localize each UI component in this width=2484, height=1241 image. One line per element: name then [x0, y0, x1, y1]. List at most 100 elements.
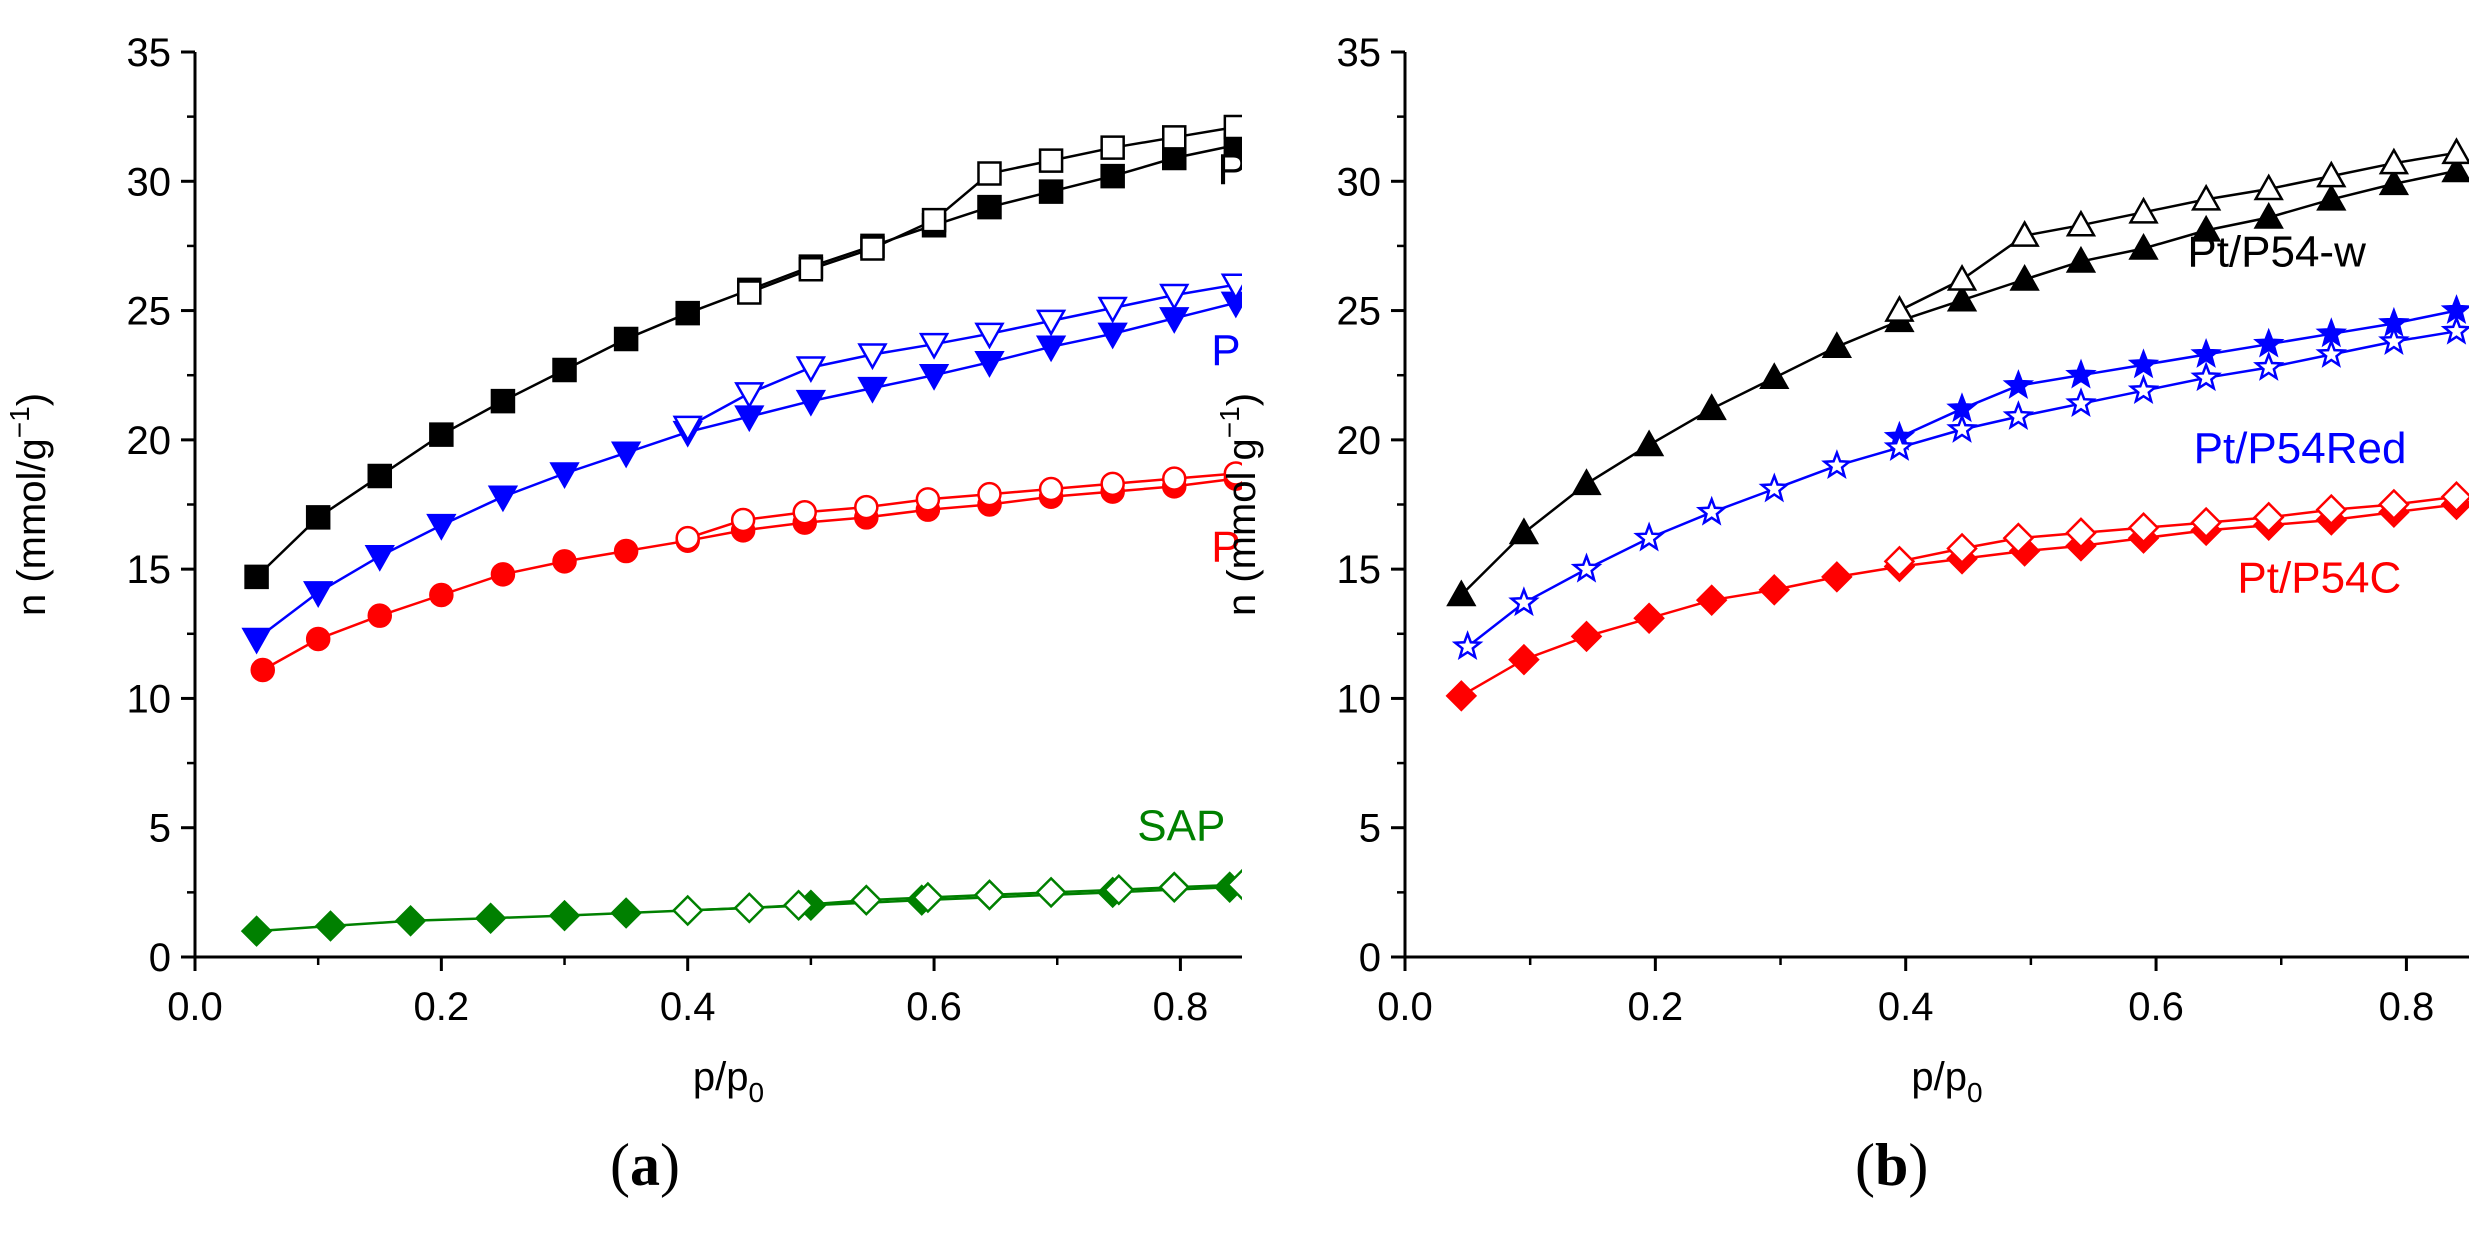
series-line-blue-adsorption [1898, 309, 2457, 439]
data-point-green-desorption [671, 894, 704, 927]
data-point-red-desorption [2190, 506, 2222, 539]
data-point-black-adsorption [1446, 579, 1477, 607]
panel-label-close: ) [1908, 1132, 1928, 1198]
data-point-red-desorption [1946, 532, 1978, 565]
data-point-red-desorption [792, 500, 817, 525]
data-point-black-adsorption [2009, 264, 2040, 291]
data-point-black-adsorption [367, 463, 393, 489]
data-point-blue-adsorption [426, 513, 457, 541]
x-tick-label: 0.6 [906, 985, 962, 1029]
series-annotation: Pt/P54C [2237, 553, 2401, 602]
data-point-red-adsorption [250, 657, 275, 683]
panel-a: 0.0 0.2 0.4 0.6 0.8 0 5 10 15 20 25 30 35 p/p0 n (mmol… [4, 31, 1242, 1198]
data-point-black-adsorption [244, 564, 269, 590]
y-tick-label: 35 [127, 31, 172, 75]
data-point-green-desorption [912, 881, 944, 914]
data-point-black-desorption [2253, 173, 2284, 201]
data-point-blue-desorption [1097, 296, 1128, 324]
data-point-black-adsorption [490, 388, 516, 414]
data-point-red-adsorption [1508, 643, 1540, 676]
data-point-blue-desorption [918, 332, 950, 360]
panel-b: 0.0 0.2 0.4 0.6 0.8 0 5 10 15 20 25 30 35 p/p0 n (mmol… [1214, 31, 2469, 1198]
plot-area: Pt/P54-w Pt/P54Red Pt/P54C [1445, 137, 2469, 712]
data-point-blue-adsorption [918, 363, 950, 391]
series-annotation: SAP [1137, 802, 1225, 851]
y-axis-label-superscript: −1 [1214, 406, 1245, 438]
data-point-red-desorption [2315, 493, 2348, 526]
data-point-red-adsorption [1758, 574, 1791, 606]
panel-label: (b) [1855, 1132, 1928, 1198]
series-line-blue-desorption [687, 283, 1237, 428]
data-point-black-desorption [1946, 264, 1978, 291]
data-point-black-adsorption [1633, 429, 1665, 457]
series-line-green-desorption [687, 883, 1242, 912]
y-axis-label: n (mmol/g−1) [4, 393, 54, 616]
y-tick-label: 25 [127, 290, 172, 334]
data-point-blue-desorption [857, 343, 888, 371]
data-point-blue-adsorption [2190, 337, 2222, 368]
y-tick-label: 30 [127, 160, 172, 204]
data-point-red-desorption [1223, 461, 1242, 486]
data-point-black-adsorption [2190, 214, 2222, 242]
y-tick-label: 10 [1337, 677, 1382, 721]
data-point-blue-adsorption [2065, 358, 2097, 389]
data-point-black-adsorption [613, 326, 639, 352]
data-point-black-desorption [1162, 125, 1187, 150]
data-point-black-adsorption [552, 357, 577, 383]
data-point-black-adsorption [2316, 183, 2347, 211]
data-point-black-adsorption [1821, 331, 1853, 359]
data-point-black-adsorption [1696, 393, 1727, 421]
y-axis-label-superscript: −1 [4, 406, 35, 438]
x-tick-label: 0.4 [660, 985, 716, 1029]
data-point-black-adsorption [1946, 284, 1978, 312]
panel-label-open: ( [610, 1132, 630, 1198]
data-point-red-desorption [1162, 466, 1187, 491]
data-point-blue-desorption [1220, 273, 1242, 301]
data-point-red-adsorption [429, 582, 454, 608]
data-point-blue-adsorption [974, 351, 1005, 378]
data-point-green-desorption [1103, 874, 1135, 906]
series-line-red-adsorption [262, 477, 1236, 672]
data-point-green-desorption [782, 889, 815, 922]
data-point-red-desorption [977, 481, 1002, 507]
data-point-blue-desorption [2315, 337, 2348, 368]
y-tick-label: 20 [1337, 419, 1382, 463]
x-axis-label: p/p0 [1911, 1055, 1982, 1108]
data-point-black-desorption [2378, 147, 2410, 175]
data-point-black-adsorption [305, 505, 331, 530]
data-point-blue-adsorption [549, 462, 580, 490]
data-point-blue-adsorption [241, 627, 272, 655]
data-point-black-adsorption [1759, 362, 1790, 390]
plot-area: P P P SAP [240, 114, 1242, 947]
series-line-red-desorption [687, 472, 1236, 540]
series-line-blue-adsorption [255, 301, 1237, 640]
series-annotation: P [1211, 326, 1240, 375]
y-tick-label: 0 [1359, 936, 1381, 980]
x-tick-label: 0.0 [1377, 985, 1433, 1029]
data-point-green-adsorption [240, 915, 273, 947]
data-point-black-desorption [1223, 114, 1242, 140]
data-point-red-desorption [2440, 480, 2469, 513]
data-point-blue-desorption [1570, 552, 1603, 583]
x-axis-label-subscript: 0 [749, 1077, 765, 1108]
series-annotation: P [1211, 522, 1240, 571]
data-point-green-adsorption [474, 902, 507, 934]
x-tick-label: 0.0 [167, 985, 223, 1029]
x-tick-label: 0.8 [2379, 985, 2435, 1029]
x-tick-label: 0.8 [1153, 985, 1209, 1029]
data-point-blue-adsorption [2253, 327, 2285, 358]
data-point-black-desorption [798, 256, 824, 282]
data-point-blue-adsorption [303, 581, 334, 608]
data-point-black-desorption [1038, 148, 1064, 173]
data-point-blue-desorption [2190, 361, 2222, 392]
data-point-black-desorption [2128, 196, 2159, 224]
series-line-green-adsorption [256, 885, 1230, 933]
data-point-black-adsorption [1571, 468, 1602, 496]
y-tick-label: 15 [1337, 548, 1382, 592]
data-point-black-desorption [921, 207, 947, 233]
data-point-blue-desorption [1695, 495, 1728, 526]
data-point-black-desorption [2441, 137, 2469, 165]
data-point-blue-adsorption [2127, 348, 2160, 379]
series-annotation: Pt/P54Red [2194, 424, 2407, 473]
